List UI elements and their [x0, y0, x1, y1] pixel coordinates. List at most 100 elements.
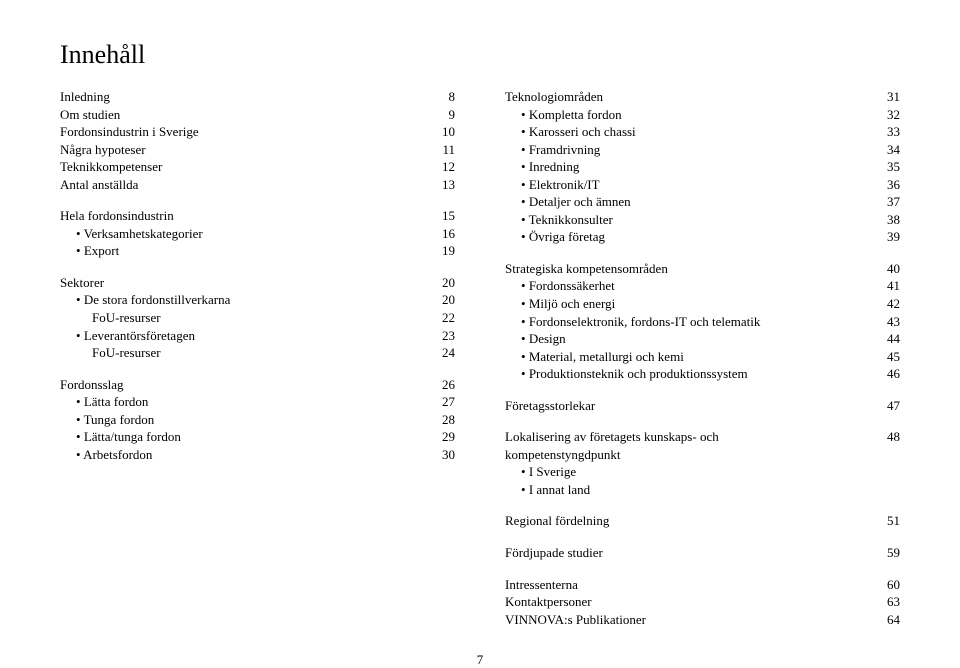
- toc-row: VINNOVA:s Publikationer64: [505, 611, 900, 629]
- toc-page-num: 45: [872, 348, 900, 366]
- toc-page-num: 48: [872, 428, 900, 446]
- toc-page-num: 64: [872, 611, 900, 629]
- toc-label: Teknologiområden: [505, 88, 872, 106]
- toc-label: Verksamhetskategorier: [60, 225, 427, 243]
- toc-row: FoU-resurser24: [60, 344, 455, 362]
- toc-page-num: 10: [427, 123, 455, 141]
- toc-label: Hela fordonsindustrin: [60, 207, 427, 225]
- toc-label: Några hypoteser: [60, 141, 427, 159]
- toc-row: Teknologiområden31: [505, 88, 900, 106]
- toc-row: De stora fordonstillverkarna20: [60, 291, 455, 309]
- toc-row: Sektorer20: [60, 274, 455, 292]
- toc-page-num: 39: [872, 228, 900, 246]
- toc-row: Om studien9: [60, 106, 455, 124]
- toc-gap: [60, 193, 455, 207]
- toc-row: Produktionsteknik och produktionssystem4…: [505, 365, 900, 383]
- toc-row: Fordonsindustrin i Sverige10: [60, 123, 455, 141]
- toc-page-num: 37: [872, 193, 900, 211]
- toc-gap: [505, 498, 900, 512]
- toc-label: Miljö och energi: [505, 295, 872, 313]
- toc-page-num: [872, 446, 900, 464]
- toc-label: Elektronik/IT: [505, 176, 872, 194]
- toc-label: Tunga fordon: [60, 411, 427, 429]
- toc-page-num: 35: [872, 158, 900, 176]
- toc-label: FoU-resurser: [60, 344, 427, 362]
- toc-page-num: 30: [427, 446, 455, 464]
- toc-label: Företagsstorlekar: [505, 397, 872, 415]
- toc-row: Fordonssäkerhet41: [505, 277, 900, 295]
- toc-row: Design44: [505, 330, 900, 348]
- toc-row: Fordonsslag26: [60, 376, 455, 394]
- toc-label: Arbetsfordon: [60, 446, 427, 464]
- toc-gap: [505, 562, 900, 576]
- toc-label: Regional fördelning: [505, 512, 872, 530]
- toc-label: Fordonselektronik, fordons-IT och telema…: [505, 313, 872, 331]
- toc-label: Övriga företag: [505, 228, 872, 246]
- toc-row: Inredning35: [505, 158, 900, 176]
- toc-row: Lokalisering av företagets kunskaps- och…: [505, 428, 900, 446]
- toc-page-num: 29: [427, 428, 455, 446]
- toc-page-num: 47: [872, 397, 900, 415]
- toc-page-num: 33: [872, 123, 900, 141]
- toc-label: Inredning: [505, 158, 872, 176]
- toc-row: Lätta fordon27: [60, 393, 455, 411]
- toc-label: Fordonssäkerhet: [505, 277, 872, 295]
- toc-page-num: 63: [872, 593, 900, 611]
- toc-row: Inledning8: [60, 88, 455, 106]
- toc-label: Teknikkonsulter: [505, 211, 872, 229]
- toc-row: Intressenterna60: [505, 576, 900, 594]
- toc-label: Antal anställda: [60, 176, 427, 194]
- toc-row: Tunga fordon28: [60, 411, 455, 429]
- toc-label: VINNOVA:s Publikationer: [505, 611, 872, 629]
- toc-page-num: 31: [872, 88, 900, 106]
- toc-row: Elektronik/IT36: [505, 176, 900, 194]
- toc-page-num: 42: [872, 295, 900, 313]
- toc-label: Lätta/tunga fordon: [60, 428, 427, 446]
- toc-page-num: 34: [872, 141, 900, 159]
- toc-label: I Sverige: [505, 463, 872, 481]
- toc-label: De stora fordonstillverkarna: [60, 291, 427, 309]
- toc-row: Antal anställda13: [60, 176, 455, 194]
- toc-columns: Inledning8Om studien9Fordonsindustrin i …: [60, 88, 900, 628]
- toc-page-num: 11: [427, 141, 455, 159]
- toc-page-num: 23: [427, 327, 455, 345]
- toc-label: Kontaktpersoner: [505, 593, 872, 611]
- toc-gap: [505, 530, 900, 544]
- toc-row: Teknikkonsulter38: [505, 211, 900, 229]
- toc-label: Fordonsindustrin i Sverige: [60, 123, 427, 141]
- toc-page-num: 43: [872, 313, 900, 331]
- toc-label: Teknikkompetenser: [60, 158, 427, 176]
- toc-row: Fordonselektronik, fordons-IT och telema…: [505, 313, 900, 331]
- toc-left-column: Inledning8Om studien9Fordonsindustrin i …: [60, 88, 455, 628]
- toc-row: Regional fördelning51: [505, 512, 900, 530]
- toc-label: Sektorer: [60, 274, 427, 292]
- toc-page-num: 26: [427, 376, 455, 394]
- toc-row: I annat land: [505, 481, 900, 499]
- toc-label: Export: [60, 242, 427, 260]
- toc-row: Hela fordonsindustrin15: [60, 207, 455, 225]
- toc-row: kompetenstyngdpunkt: [505, 446, 900, 464]
- toc-page-num: 27: [427, 393, 455, 411]
- toc-row: Framdrivning34: [505, 141, 900, 159]
- toc-label: Strategiska kompetensområden: [505, 260, 872, 278]
- toc-row: Kompletta fordon32: [505, 106, 900, 124]
- toc-gap: [505, 246, 900, 260]
- toc-page-num: 38: [872, 211, 900, 229]
- toc-row: Arbetsfordon30: [60, 446, 455, 464]
- toc-label: Karosseri och chassi: [505, 123, 872, 141]
- toc-label: Fördjupade studier: [505, 544, 872, 562]
- toc-row: Fördjupade studier59: [505, 544, 900, 562]
- toc-label: Lätta fordon: [60, 393, 427, 411]
- toc-label: Produktionsteknik och produktionssystem: [505, 365, 872, 383]
- toc-row: Några hypoteser11: [60, 141, 455, 159]
- toc-row: Material, metallurgi och kemi45: [505, 348, 900, 366]
- toc-page-num: 19: [427, 242, 455, 260]
- toc-label: Inledning: [60, 88, 427, 106]
- toc-page-num: 8: [427, 88, 455, 106]
- toc-page-num: 59: [872, 544, 900, 562]
- toc-page-num: 9: [427, 106, 455, 124]
- toc-row: Verksamhetskategorier16: [60, 225, 455, 243]
- toc-page-num: 41: [872, 277, 900, 295]
- toc-page-num: 32: [872, 106, 900, 124]
- toc-label: Kompletta fordon: [505, 106, 872, 124]
